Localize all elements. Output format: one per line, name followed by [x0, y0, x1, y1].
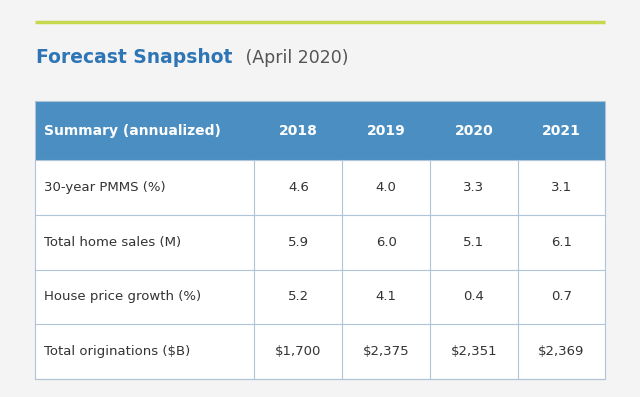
Text: $2,375: $2,375	[363, 345, 410, 358]
Text: 5.9: 5.9	[288, 236, 309, 249]
Bar	[35, 101, 605, 379]
Text: 6.0: 6.0	[376, 236, 397, 249]
Text: 4.0: 4.0	[376, 181, 397, 194]
Text: Total home sales (M): Total home sales (M)	[44, 236, 181, 249]
Text: Forecast Snapshot: Forecast Snapshot	[36, 48, 233, 67]
Text: $2,351: $2,351	[451, 345, 497, 358]
Text: 2021: 2021	[542, 123, 580, 138]
Text: 2018: 2018	[279, 123, 318, 138]
Text: (April 2020): (April 2020)	[240, 48, 349, 67]
Text: 6.1: 6.1	[551, 236, 572, 249]
Text: 3.1: 3.1	[550, 181, 572, 194]
Text: 4.1: 4.1	[376, 291, 397, 303]
Text: House price growth (%): House price growth (%)	[44, 291, 202, 303]
Text: Summary (annualized): Summary (annualized)	[44, 123, 221, 138]
Text: $2,369: $2,369	[538, 345, 584, 358]
Text: 0.4: 0.4	[463, 291, 484, 303]
Bar	[35, 101, 605, 379]
Text: Total originations ($B): Total originations ($B)	[44, 345, 191, 358]
Text: 2019: 2019	[367, 123, 406, 138]
Text: 5.1: 5.1	[463, 236, 484, 249]
Text: 4.6: 4.6	[288, 181, 308, 194]
Text: 5.2: 5.2	[288, 291, 309, 303]
Text: 0.7: 0.7	[551, 291, 572, 303]
Bar	[35, 101, 605, 160]
Text: 3.3: 3.3	[463, 181, 484, 194]
Text: 2020: 2020	[454, 123, 493, 138]
Text: 30-year PMMS (%): 30-year PMMS (%)	[44, 181, 166, 194]
Text: $1,700: $1,700	[275, 345, 321, 358]
